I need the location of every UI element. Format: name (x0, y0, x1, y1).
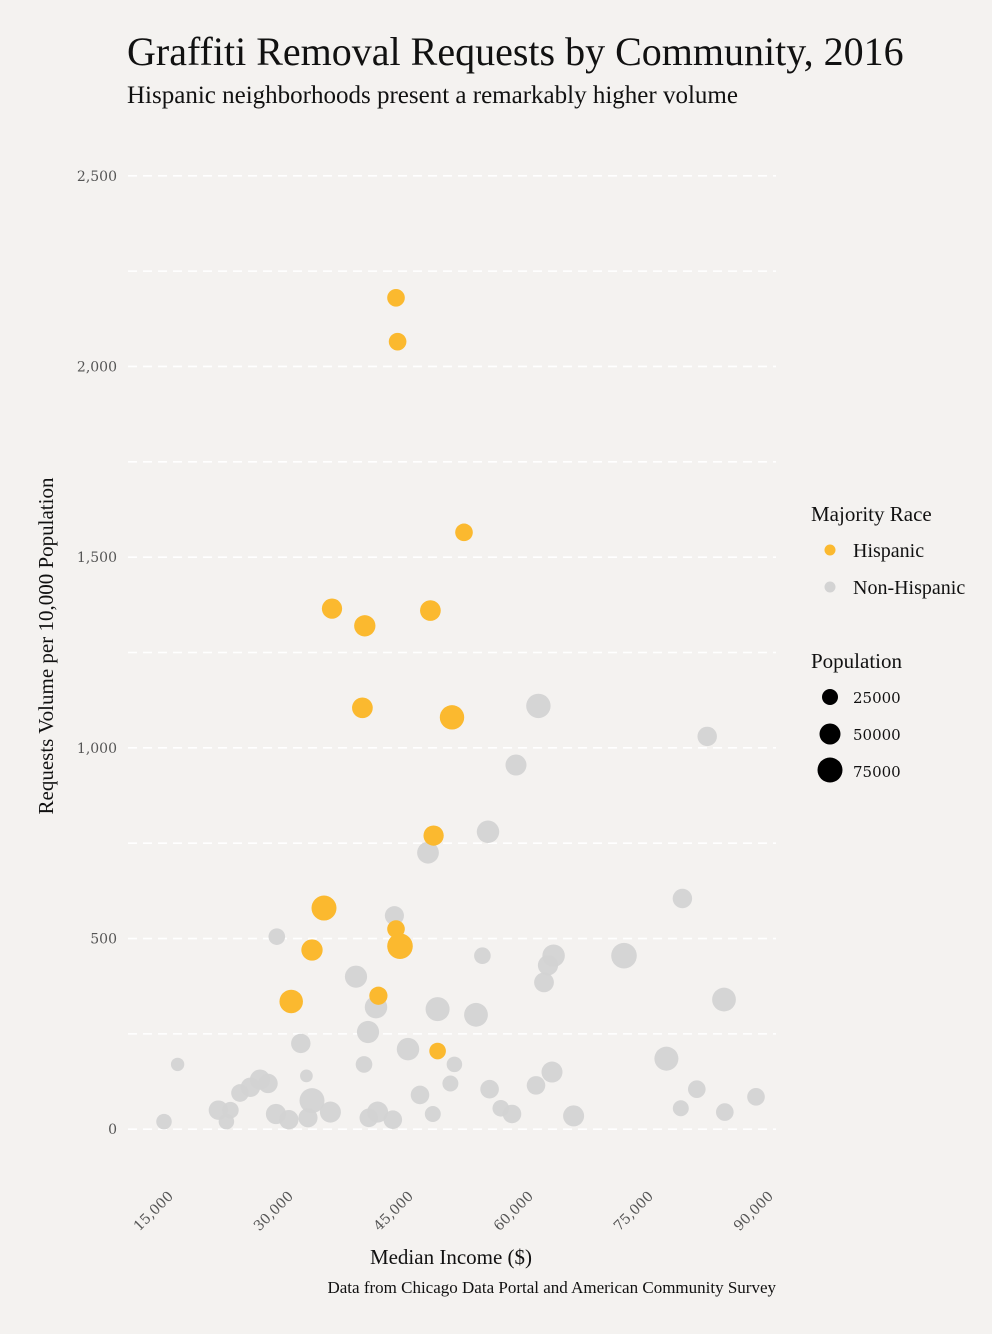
data-point-non-hispanic (344, 965, 368, 988)
data-point-hispanic (388, 332, 407, 351)
data-point-non-hispanic (697, 726, 717, 747)
data-point-non-hispanic (384, 906, 404, 926)
x-tick-label: 60,000 (491, 1189, 537, 1235)
data-point-non-hispanic (712, 987, 736, 1012)
data-point-non-hispanic (298, 1108, 318, 1128)
data-point-non-hispanic (474, 947, 491, 965)
y-axis-title: Requests Volume per 10,000 Population (34, 477, 58, 814)
data-point-non-hispanic (672, 888, 693, 909)
data-points (156, 288, 765, 1130)
legend: Majority Race Hispanic Non-Hispanic Popu… (811, 502, 965, 783)
data-point-non-hispanic (231, 1084, 249, 1102)
legend-size-75000 (817, 757, 843, 783)
y-tick-label: 500 (90, 932, 117, 948)
data-point-non-hispanic (526, 1076, 546, 1095)
y-tick-label: 1,500 (77, 550, 117, 566)
legend-size-50000 (819, 723, 841, 745)
y-tick-label: 2,500 (77, 169, 117, 185)
legend-size-label-25000: 25000 (853, 689, 901, 707)
data-point-hispanic (420, 600, 441, 621)
data-point-non-hispanic (747, 1087, 765, 1106)
data-point-non-hispanic (424, 1105, 441, 1122)
data-point-non-hispanic (300, 1069, 313, 1083)
data-point-hispanic (279, 989, 303, 1014)
data-point-non-hispanic (446, 1056, 463, 1073)
data-point-non-hispanic (355, 1056, 373, 1073)
legend-size-25000 (822, 689, 838, 705)
x-tick-label: 30,000 (251, 1189, 297, 1235)
data-point-non-hispanic (541, 1061, 563, 1083)
x-tick-label: 45,000 (371, 1189, 417, 1235)
data-point-non-hispanic (279, 1109, 299, 1130)
data-point-hispanic (301, 939, 323, 961)
legend-swatch-non-hispanic (824, 581, 836, 593)
data-point-non-hispanic (170, 1057, 185, 1072)
data-point-non-hispanic (258, 1073, 278, 1094)
y-axis-tick-labels: 0 500 1,000 1,500 2,000 2,500 (77, 169, 117, 1138)
x-tick-label: 75,000 (611, 1189, 657, 1235)
chart-caption: Data from Chicago Data Portal and Americ… (327, 1278, 776, 1297)
data-point-non-hispanic (476, 820, 500, 843)
x-tick-label: 90,000 (731, 1189, 777, 1235)
data-point-non-hispanic (611, 942, 637, 969)
legend-label-non-hispanic: Non-Hispanic (853, 577, 965, 599)
data-point-non-hispanic (356, 1020, 380, 1044)
data-point-non-hispanic (319, 1101, 341, 1123)
legend-label-hispanic: Hispanic (853, 540, 924, 562)
data-point-non-hispanic (502, 1104, 522, 1124)
data-point-hispanic (354, 615, 376, 637)
data-point-non-hispanic (291, 1033, 311, 1054)
data-point-hispanic (387, 288, 405, 307)
data-point-non-hispanic (526, 693, 551, 719)
data-point-non-hispanic (480, 1079, 499, 1099)
data-point-hispanic (369, 986, 388, 1005)
gridlines (128, 174, 776, 1131)
data-point-non-hispanic (464, 1002, 488, 1027)
legend-title-race: Majority Race (811, 502, 932, 526)
data-point-non-hispanic (410, 1085, 430, 1105)
data-point-hispanic (439, 705, 465, 730)
x-tick-label: 15,000 (131, 1189, 177, 1235)
data-point-hispanic (352, 697, 373, 719)
y-tick-label: 2,000 (77, 359, 117, 375)
data-point-hispanic (455, 523, 473, 542)
data-point-non-hispanic (425, 997, 450, 1022)
chart-title: Graffiti Removal Requests by Community, … (127, 29, 904, 74)
data-point-hispanic (423, 825, 444, 846)
data-point-non-hispanic (654, 1046, 679, 1071)
x-axis-title: Median Income ($) (370, 1245, 532, 1269)
legend-size-label-75000: 75000 (853, 763, 901, 781)
data-point-non-hispanic (218, 1113, 235, 1130)
data-point-non-hispanic (672, 1100, 689, 1117)
x-axis-tick-labels: 15,000 30,000 45,000 60,000 75,000 90,000 (131, 1189, 777, 1235)
legend-swatch-hispanic (824, 544, 836, 556)
data-point-non-hispanic (156, 1113, 172, 1130)
y-tick-label: 0 (108, 1122, 117, 1138)
legend-size-label-50000: 50000 (853, 726, 901, 744)
data-point-non-hispanic (537, 955, 559, 976)
data-point-hispanic (311, 895, 337, 921)
data-point-non-hispanic (715, 1103, 734, 1121)
y-tick-label: 1,000 (77, 741, 117, 757)
data-point-non-hispanic (505, 754, 527, 776)
data-point-non-hispanic (442, 1075, 459, 1092)
data-point-hispanic (387, 933, 413, 959)
legend-title-population: Population (811, 649, 903, 673)
data-point-non-hispanic (396, 1037, 420, 1061)
data-point-non-hispanic (359, 1108, 379, 1128)
data-point-non-hispanic (563, 1105, 585, 1127)
data-point-non-hispanic (687, 1080, 706, 1099)
data-point-non-hispanic (417, 841, 439, 864)
data-point-non-hispanic (268, 928, 286, 945)
chart-subtitle: Hispanic neighborhoods present a remarka… (127, 82, 738, 109)
data-point-hispanic (321, 598, 343, 619)
data-point-non-hispanic (299, 1088, 325, 1114)
data-point-non-hispanic (534, 972, 554, 993)
data-point-non-hispanic (383, 1110, 403, 1129)
data-point-hispanic (429, 1042, 446, 1060)
